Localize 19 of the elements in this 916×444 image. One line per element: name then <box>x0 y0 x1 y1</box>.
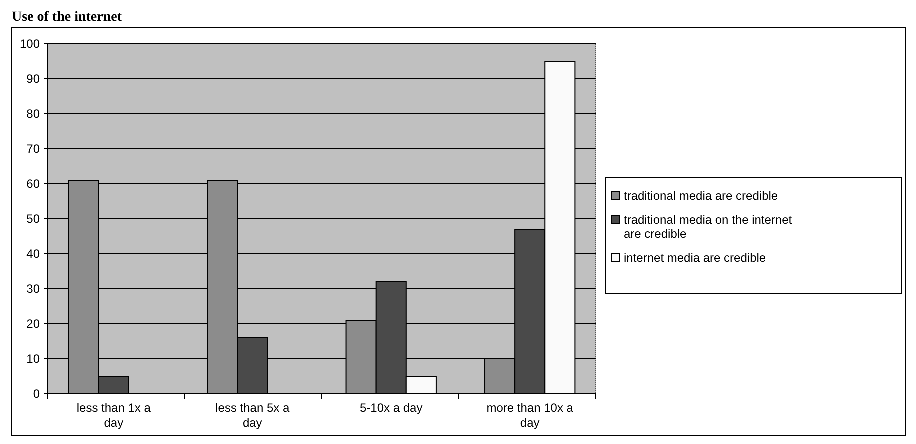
chart-title: Use of the internet <box>12 10 122 25</box>
x-tick-label: 5-10x a day <box>360 401 423 415</box>
legend-label: traditional media on the internet are credible <box>624 213 793 241</box>
y-tick-label: 90 <box>26 72 40 86</box>
y-tick-label: 20 <box>26 317 40 332</box>
y-tick-label: 40 <box>26 247 40 262</box>
y-tick-label: 80 <box>26 107 40 122</box>
y-tick-label: 0 <box>33 387 40 402</box>
y-tick-label: 60 <box>26 177 40 192</box>
y-tick-label: 30 <box>26 282 40 296</box>
y-tick-label: 50 <box>26 212 40 226</box>
legend-label: internet media are credible <box>624 251 766 265</box>
y-tick-label: 10 <box>26 352 40 366</box>
x-tick-label: more than 10x a day <box>486 401 574 430</box>
x-tick-label: less than 5x a day <box>216 401 290 430</box>
y-tick-label: 100 <box>20 37 40 52</box>
x-tick-label: less than 1x a day <box>76 401 152 430</box>
legend-label: traditional media are credible <box>624 189 778 203</box>
y-tick-label: 70 <box>26 142 40 156</box>
